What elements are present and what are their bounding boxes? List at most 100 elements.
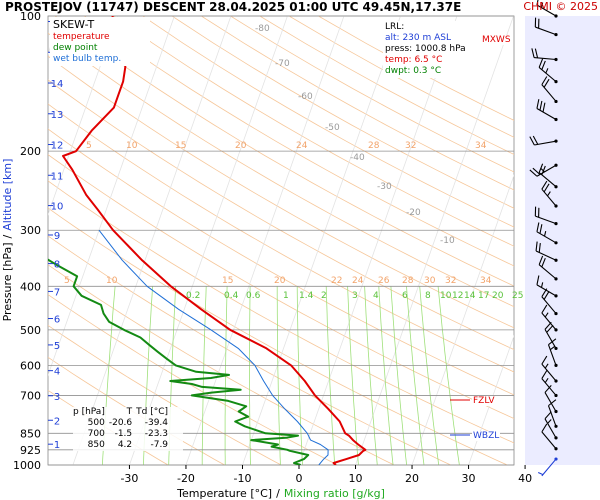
- wind-barb-feather: [548, 399, 557, 407]
- lrl-temperature: temp: 6.5 °C: [385, 55, 443, 65]
- wind-barb: [538, 163, 558, 189]
- legend-item-temperature: temperature: [53, 32, 110, 42]
- wind-barb-station-dot: [554, 311, 558, 316]
- wind-barb-staff: [541, 458, 557, 477]
- altitude-tick-label: 3: [54, 392, 60, 403]
- wind-barb-station-dot: [554, 346, 558, 351]
- wind-barb: [531, 48, 558, 62]
- dewpoint-trace: [48, 258, 310, 465]
- y-axis-title: Pressure [hPa] / Altitude [km]: [1, 159, 14, 322]
- mixing-ratio-label: 3: [352, 291, 358, 301]
- table-row: 700 -1.5 -23.3: [73, 429, 172, 440]
- table-row: 850 4.2 -7.9: [73, 440, 172, 451]
- dry-adiabat-label: 10: [106, 276, 118, 286]
- wind-barb-station-dot: [554, 447, 558, 451]
- x-axis-label-separator: /: [276, 487, 280, 500]
- wind-barb: [536, 275, 558, 298]
- dry-adiabat-label: 34: [475, 141, 487, 151]
- wind-barb-station-dot: [554, 139, 558, 143]
- wind-barb-feather: [538, 163, 544, 173]
- altitude-tick-label: 4: [54, 367, 60, 378]
- altitude-tick-label: 11: [51, 171, 64, 182]
- pressure-tick-label: 850: [20, 427, 41, 440]
- wind-barb-half-feather: [540, 282, 544, 288]
- table-cell: -23.3: [144, 429, 169, 439]
- wind-barb-staff: [536, 4, 557, 17]
- mixing-ratio-label: 17: [478, 291, 489, 301]
- wind-barb-staff: [538, 67, 557, 83]
- x-tick-label: 30: [462, 472, 476, 485]
- wind-barb-station-dot: [554, 14, 558, 18]
- wind-barb: [534, 17, 558, 37]
- wind-barb-feather: [544, 384, 552, 393]
- wind-barb-feather: [546, 324, 554, 333]
- dry-adiabat-label: 32: [405, 141, 416, 151]
- wind-barb-feather: [544, 321, 552, 330]
- wind-barb-station-dot: [554, 363, 558, 367]
- altitude-tick-label: 12: [51, 141, 64, 152]
- wind-barb-staff: [541, 431, 557, 450]
- chart-title: PROSTEJOV (11747) DESCENT 28.04.2025 01:…: [5, 0, 462, 14]
- altitude-tick-label: 2: [54, 416, 60, 427]
- wind-barb: [541, 370, 558, 398]
- wind-barb: [538, 58, 558, 84]
- pressure-tick-label: 300: [20, 224, 41, 237]
- dry-adiabat-label: 26: [378, 276, 390, 286]
- wind-barb-feather: [539, 224, 543, 234]
- dry-adiabat-line: [48, 32, 514, 308]
- isotherm-line: [298, 16, 458, 465]
- dry-adiabat-label: 24: [296, 141, 308, 151]
- wind-barb-half-feather: [537, 472, 544, 476]
- wind-barb-half-feather: [544, 363, 549, 369]
- isotherm-line: [185, 16, 345, 465]
- wind-barb-half-feather: [543, 230, 547, 237]
- wind-barb-feather: [529, 169, 538, 177]
- wind-barb-staff: [536, 284, 557, 297]
- x-tick-label: -10: [233, 472, 251, 485]
- wind-barb-station-dot: [554, 457, 558, 461]
- wind-barb-half-feather: [549, 346, 555, 351]
- table-cell: 500: [87, 418, 105, 428]
- wind-barb: [544, 411, 558, 440]
- wind-barb-half-feather: [547, 191, 551, 197]
- dry-adiabat-label: 30: [424, 276, 436, 286]
- mixing-ratio-label: 20: [492, 291, 504, 301]
- wind-barb-station-dot: [554, 57, 558, 62]
- altitude-tick-label: 5: [54, 341, 60, 352]
- dry-adiabat-label: 15: [222, 276, 233, 286]
- levels-header-td: Td [°C]: [136, 407, 169, 417]
- altitude-tick-label: 8: [54, 260, 60, 271]
- legend-title: SKEW-T: [53, 18, 95, 31]
- pressure-tick-label: 100: [20, 10, 41, 23]
- wind-barb-staff: [535, 215, 557, 225]
- altitude-tick-label: 1: [54, 440, 60, 451]
- wind-barb-staff: [544, 329, 557, 349]
- wind-barb-feather: [543, 183, 550, 193]
- dry-adiabat-line: [54, 16, 514, 287]
- wind-barb-staff: [535, 250, 557, 261]
- mixing-ratio-label: 25: [512, 291, 523, 301]
- dry-adiabat-label: 5: [64, 276, 70, 286]
- pressure-tick-label: 200: [20, 145, 41, 158]
- wind-barb-station-dot: [554, 222, 558, 226]
- dry-adiabat-line: [142, 16, 514, 228]
- wind-barb-feather: [541, 257, 546, 268]
- wind-barb-feather: [538, 58, 544, 68]
- wind-barb: [541, 304, 558, 332]
- wind-barb-station-dot: [554, 117, 558, 122]
- mxws-marker-label: MXWS: [481, 35, 512, 45]
- wind-barb-staff: [536, 107, 557, 120]
- wind-barb-feather: [539, 100, 543, 111]
- axis-titles: Pressure [hPa] / Altitude [km] Temperature…: [1, 159, 385, 500]
- wind-barb-feather: [532, 135, 539, 145]
- wind-barb-station-dot: [554, 258, 558, 262]
- wind-barb: [541, 423, 558, 451]
- levels-header-p: p [hPa]: [73, 407, 105, 417]
- dry-adiabat-label: 20: [274, 276, 286, 286]
- x-tick-label: -30: [120, 472, 138, 485]
- wind-barb-feather: [543, 78, 550, 88]
- wind-barb-station-dot: [554, 185, 558, 189]
- dry-adiabat-line: [48, 128, 514, 396]
- wind-barb-feather: [529, 136, 535, 146]
- dry-adiabat-label: 15: [175, 141, 186, 151]
